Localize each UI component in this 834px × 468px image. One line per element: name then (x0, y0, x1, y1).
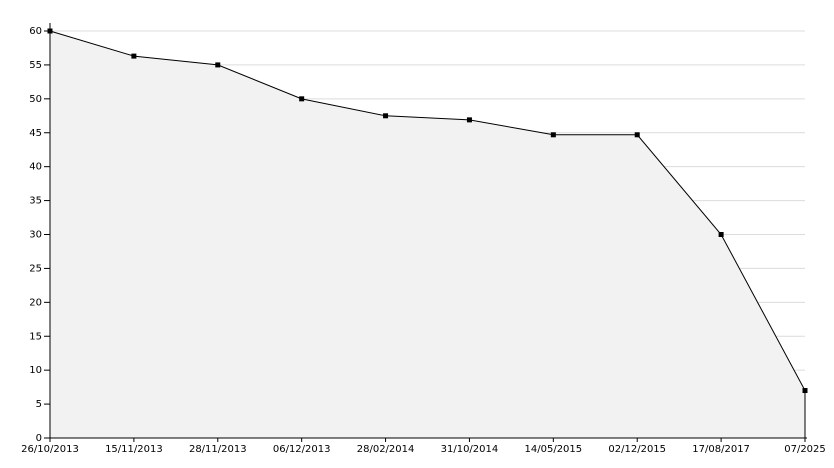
x-tick-label: 14/05/2015 (525, 444, 583, 455)
marker (466, 117, 472, 123)
marker (550, 132, 556, 138)
marker (634, 132, 640, 138)
marker (802, 388, 808, 394)
y-tick-label: 10 (29, 365, 42, 376)
y-tick-label: 15 (29, 331, 42, 342)
y-tick-label: 60 (29, 26, 42, 37)
y-tick-label: 40 (29, 162, 42, 173)
x-tick-label: 26/10/2013 (21, 444, 79, 455)
marker (299, 96, 305, 102)
y-tick-label: 35 (29, 196, 42, 207)
y-tick-label: 50 (29, 94, 42, 105)
x-tick-label: 17/08/2017 (692, 444, 750, 455)
y-tick-label: 30 (29, 230, 42, 241)
x-tick-label: 31/10/2014 (441, 444, 499, 455)
x-tick-label: 15/11/2013 (105, 444, 163, 455)
y-tick-label: 25 (29, 263, 42, 274)
marker (383, 113, 389, 119)
x-tick-label: 28/02/2014 (357, 444, 415, 455)
marker (718, 232, 724, 237)
y-tick-label: 45 (29, 128, 42, 139)
x-tick-label: 06/12/2013 (273, 444, 331, 455)
line (49, 30, 806, 391)
area (50, 31, 805, 438)
marker (131, 53, 137, 59)
x-tick-label: 02/12/2015 (608, 444, 666, 455)
marker (215, 62, 221, 68)
y-tick-label: 5 (36, 399, 42, 410)
y-tick-label: 20 (29, 297, 42, 308)
x-tick-label: 07/2025 (784, 444, 826, 455)
x-tick-label: 28/11/2013 (189, 444, 247, 455)
y-tick-label: 55 (29, 60, 42, 71)
y-tick-label: 0 (36, 433, 42, 444)
